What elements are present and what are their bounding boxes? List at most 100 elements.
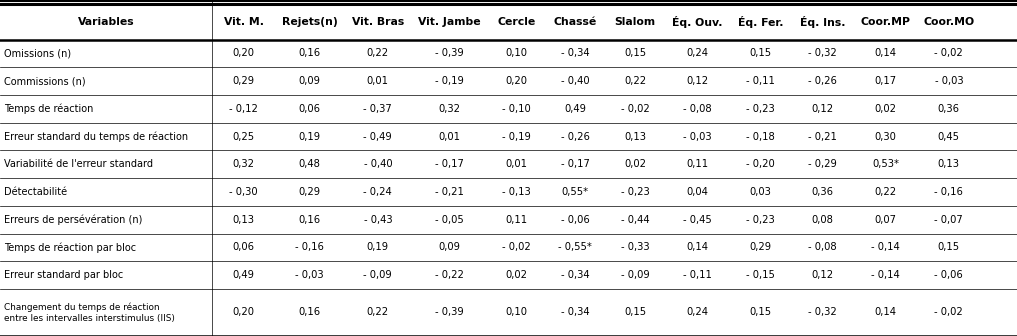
Text: 0,15: 0,15: [750, 48, 772, 58]
Text: - 0,02: - 0,02: [935, 307, 963, 318]
Text: - 0,24: - 0,24: [363, 187, 393, 197]
Text: - 0,09: - 0,09: [620, 270, 650, 280]
Text: 0,15: 0,15: [938, 242, 960, 252]
Text: - 0,16: - 0,16: [295, 242, 324, 252]
Text: 0,15: 0,15: [750, 307, 772, 318]
Text: - 0,14: - 0,14: [872, 270, 900, 280]
Text: 0,12: 0,12: [812, 104, 834, 114]
Text: 0,01: 0,01: [367, 76, 388, 86]
Text: - 0,03: - 0,03: [295, 270, 324, 280]
Text: 0,04: 0,04: [686, 187, 709, 197]
Text: Variables: Variables: [77, 16, 134, 27]
Text: - 0,43: - 0,43: [363, 215, 393, 225]
Text: 0,36: 0,36: [938, 104, 960, 114]
Text: - 0,14: - 0,14: [872, 242, 900, 252]
Text: Variabilité de l'erreur standard: Variabilité de l'erreur standard: [4, 159, 154, 169]
Text: 0,14: 0,14: [686, 242, 709, 252]
Text: 0,49: 0,49: [564, 104, 586, 114]
Text: - 0,02: - 0,02: [620, 104, 650, 114]
Text: Vit. Jambe: Vit. Jambe: [418, 16, 481, 27]
Text: 0,11: 0,11: [686, 159, 709, 169]
Text: - 0,45: - 0,45: [683, 215, 712, 225]
Text: 0,03: 0,03: [750, 187, 772, 197]
Text: Vit. Bras: Vit. Bras: [352, 16, 404, 27]
Text: - 0,39: - 0,39: [435, 307, 464, 318]
Text: 0,49: 0,49: [233, 270, 254, 280]
Text: - 0,03: - 0,03: [683, 132, 712, 141]
Text: 0,48: 0,48: [299, 159, 320, 169]
Text: 0,06: 0,06: [299, 104, 320, 114]
Text: - 0,17: - 0,17: [435, 159, 464, 169]
Text: 0,20: 0,20: [233, 48, 254, 58]
Text: 0,14: 0,14: [875, 307, 897, 318]
Text: Vit. M.: Vit. M.: [224, 16, 263, 27]
Text: - 0,33: - 0,33: [620, 242, 650, 252]
Text: - 0,26: - 0,26: [560, 132, 590, 141]
Text: Coor.MO: Coor.MO: [923, 16, 974, 27]
Text: 0,22: 0,22: [367, 48, 388, 58]
Text: - 0,55*: - 0,55*: [558, 242, 592, 252]
Text: - 0,21: - 0,21: [435, 187, 464, 197]
Text: - 0,29: - 0,29: [809, 159, 837, 169]
Text: - 0,05: - 0,05: [435, 215, 464, 225]
Text: 0,15: 0,15: [624, 48, 646, 58]
Text: 0,22: 0,22: [875, 187, 897, 197]
Text: Temps de réaction: Temps de réaction: [4, 103, 94, 114]
Text: 0,02: 0,02: [624, 159, 646, 169]
Text: Changement du temps de réaction
entre les intervalles interstimulus (IIS): Changement du temps de réaction entre le…: [4, 302, 175, 323]
Text: Erreur standard par bloc: Erreur standard par bloc: [4, 270, 123, 280]
Text: Détectabilité: Détectabilité: [4, 187, 67, 197]
Text: 0,16: 0,16: [299, 48, 320, 58]
Text: 0,17: 0,17: [875, 76, 897, 86]
Text: 0,08: 0,08: [812, 215, 834, 225]
Text: 0,22: 0,22: [367, 307, 388, 318]
Text: 0,24: 0,24: [686, 307, 709, 318]
Text: 0,09: 0,09: [299, 76, 320, 86]
Text: 0,09: 0,09: [438, 242, 461, 252]
Text: 0,29: 0,29: [233, 76, 254, 86]
Text: Éq. Ins.: Éq. Ins.: [800, 15, 845, 28]
Text: - 0,32: - 0,32: [809, 48, 837, 58]
Text: - 0,34: - 0,34: [560, 48, 590, 58]
Text: - 0,09: - 0,09: [363, 270, 393, 280]
Text: 0,22: 0,22: [624, 76, 646, 86]
Text: - 0,39: - 0,39: [435, 48, 464, 58]
Text: Cercle: Cercle: [497, 16, 535, 27]
Text: Coor.MP: Coor.MP: [860, 16, 911, 27]
Text: 0,07: 0,07: [875, 215, 897, 225]
Text: 0,45: 0,45: [938, 132, 960, 141]
Text: 0,02: 0,02: [505, 270, 527, 280]
Text: 0,11: 0,11: [505, 215, 527, 225]
Text: 0,32: 0,32: [438, 104, 461, 114]
Text: - 0,19: - 0,19: [435, 76, 464, 86]
Text: 0,10: 0,10: [505, 48, 527, 58]
Text: - 0,16: - 0,16: [935, 187, 963, 197]
Text: - 0,34: - 0,34: [560, 307, 590, 318]
Text: - 0,40: - 0,40: [363, 159, 393, 169]
Text: - 0,11: - 0,11: [746, 76, 775, 86]
Text: Erreurs de persévération (n): Erreurs de persévération (n): [4, 214, 142, 225]
Text: - 0,44: - 0,44: [620, 215, 650, 225]
Text: 0,01: 0,01: [505, 159, 527, 169]
Text: - 0,20: - 0,20: [746, 159, 775, 169]
Text: 0,19: 0,19: [367, 242, 388, 252]
Text: - 0,30: - 0,30: [229, 187, 258, 197]
Text: 0,53*: 0,53*: [873, 159, 899, 169]
Text: 0,10: 0,10: [505, 307, 527, 318]
Text: 0,29: 0,29: [750, 242, 772, 252]
Text: - 0,40: - 0,40: [560, 76, 590, 86]
Text: - 0,13: - 0,13: [501, 187, 531, 197]
Text: - 0,22: - 0,22: [435, 270, 464, 280]
Text: 0,16: 0,16: [299, 215, 320, 225]
Text: - 0,08: - 0,08: [809, 242, 837, 252]
Text: - 0,02: - 0,02: [501, 242, 531, 252]
Text: - 0,15: - 0,15: [746, 270, 775, 280]
Text: - 0,49: - 0,49: [363, 132, 393, 141]
Text: - 0,21: - 0,21: [809, 132, 837, 141]
Text: 0,30: 0,30: [875, 132, 897, 141]
Text: 0,02: 0,02: [875, 104, 897, 114]
Text: 0,20: 0,20: [233, 307, 254, 318]
Text: - 0,37: - 0,37: [363, 104, 393, 114]
Text: Rejets(n): Rejets(n): [282, 16, 338, 27]
Text: 0,15: 0,15: [624, 307, 646, 318]
